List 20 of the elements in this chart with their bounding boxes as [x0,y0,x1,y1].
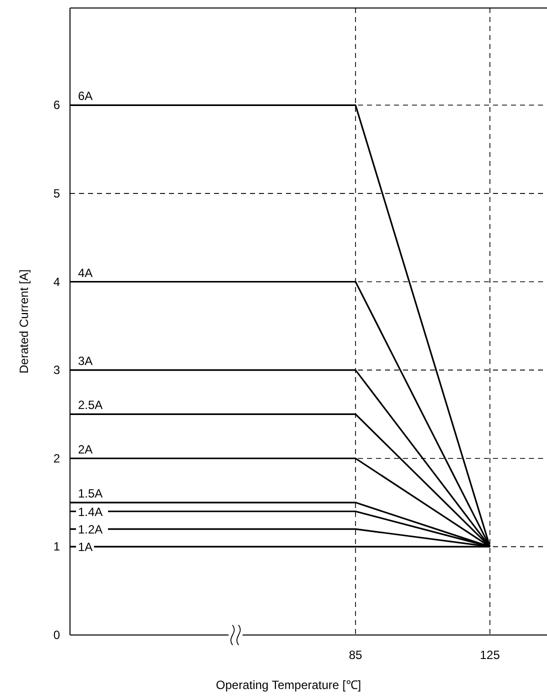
x-tick-label: 85 [348,648,363,662]
y-axis-title: Derated Current [A] [17,269,31,374]
y-tick-label: 5 [53,186,60,200]
y-tick-label: 0 [53,628,60,642]
y-tick-label: 4 [53,274,60,289]
series-label: 1A [78,540,93,554]
series-label: 1.2A [78,522,103,537]
x-tick-label: 125 [480,648,500,662]
series-label: 1.5A [78,486,103,501]
y-tick-label: 2 [53,451,60,466]
series-label: 2.5A [78,398,103,412]
y-tick-label: 1 [53,540,60,554]
series-label: 6A [78,89,93,104]
x-axis-title: Operating Temperature [℃] [216,678,362,692]
y-tick-label: 3 [53,363,60,378]
series-label: 4A [78,266,93,280]
series-label: 3A [78,354,93,368]
series-label: 1.4A [78,504,103,519]
series-label: 2A [78,442,93,456]
y-tick-label: 6 [53,98,60,112]
